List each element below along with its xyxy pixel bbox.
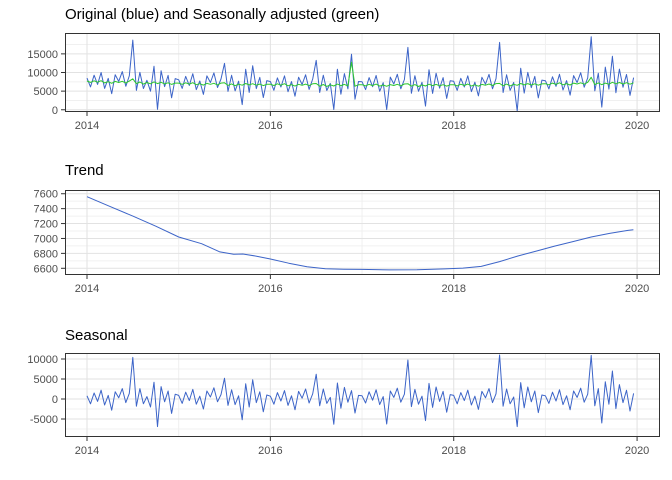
panel-border bbox=[65, 190, 660, 275]
y-tick-label: 6600 bbox=[34, 263, 58, 275]
y-tick-label: 0 bbox=[52, 394, 58, 406]
chart-title-trend: Trend bbox=[65, 162, 104, 179]
x-tick-label: 2016 bbox=[258, 120, 282, 132]
y-tick-label: -5000 bbox=[30, 414, 58, 426]
panel-original-and-adjusted: Original (blue) and Seasonally adjusted … bbox=[0, 0, 672, 140]
x-tick-label: 2020 bbox=[625, 120, 649, 132]
y-tick-label: 5000 bbox=[34, 86, 58, 98]
y-tick-label: 7200 bbox=[34, 219, 58, 231]
series-line-seasonally-adjusted bbox=[86, 61, 634, 87]
series-line-original bbox=[86, 36, 635, 112]
x-tick-label: 2018 bbox=[441, 120, 465, 132]
chart-canvas-0: 0 5000 10000 15000 2014 2016 2018 2020 bbox=[27, 33, 660, 132]
y-tick-label: 5000 bbox=[34, 374, 58, 386]
x-tick-label: 2020 bbox=[625, 283, 649, 295]
chart-canvas-1: 6600 6800 7000 7200 7400 7600 2014 2016 2018 2020 bbox=[34, 189, 660, 295]
x-tick-label: 2014 bbox=[75, 120, 99, 132]
x-tick-label: 2020 bbox=[625, 445, 649, 457]
y-tick-label: 10000 bbox=[27, 354, 58, 366]
x-tick-label: 2018 bbox=[441, 445, 465, 457]
x-tick-label: 2016 bbox=[258, 445, 282, 457]
y-tick-label: 15000 bbox=[27, 49, 58, 61]
chart-canvas-2: -5000 0 5000 10000 2014 2016 2018 2020 bbox=[27, 353, 660, 457]
y-tick-label: 6800 bbox=[34, 248, 58, 260]
y-tick-label: 7400 bbox=[34, 204, 58, 216]
panel-border bbox=[65, 353, 660, 437]
x-tick-label: 2018 bbox=[441, 283, 465, 295]
y-tick-label: 7000 bbox=[34, 233, 58, 245]
panel-border bbox=[65, 33, 660, 112]
x-tick-label: 2014 bbox=[75, 445, 99, 457]
series-line-seasonal bbox=[86, 354, 635, 428]
series-line-trend bbox=[86, 196, 634, 271]
y-tick-label: 7600 bbox=[34, 189, 58, 201]
x-tick-label: 2016 bbox=[258, 283, 282, 295]
x-tick-label: 2014 bbox=[75, 283, 99, 295]
panel-seasonal: Seasonal -5000 0 5000 10000 2014 2016 2018 2020 bbox=[0, 320, 672, 480]
chart-title-seasonal: Seasonal bbox=[65, 327, 128, 344]
panel-trend: Trend 6600 6800 7000 7200 7400 7600 2014 2016 20… bbox=[0, 155, 672, 300]
y-tick-label: 10000 bbox=[27, 68, 58, 80]
chart-title-original-adjusted: Original (blue) and Seasonally adjusted … bbox=[65, 6, 380, 23]
y-tick-label: 0 bbox=[52, 105, 58, 117]
